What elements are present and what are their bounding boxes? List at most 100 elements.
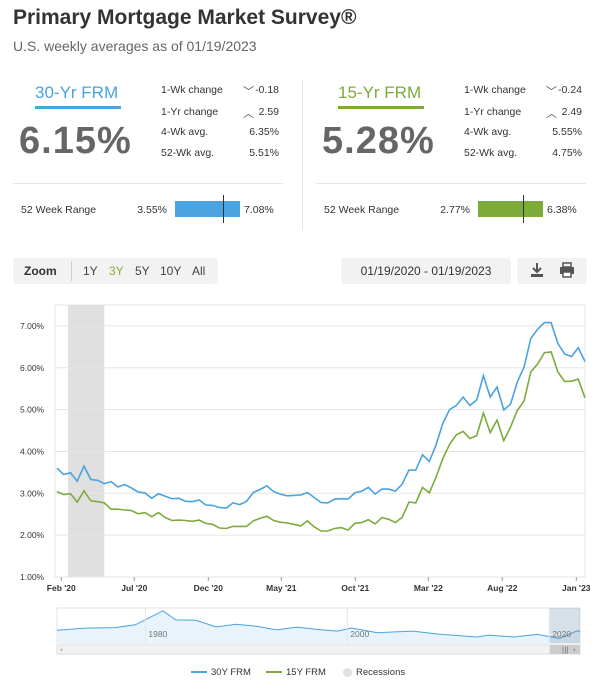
- stat-row-4wk: 4-Wk avg. 6.35%: [161, 126, 281, 146]
- scrollbar-track: [56, 644, 581, 655]
- x-tick-label: Oct '21: [341, 583, 369, 593]
- arrow-up-icon: ︿: [243, 108, 254, 120]
- stat-value: 6.35%: [249, 126, 279, 138]
- stat-row-1wk: 1-Wk change ﹀ -0.24: [464, 84, 584, 104]
- navigator-label: 2020: [552, 629, 571, 639]
- x-tick-label: Jul '20: [121, 583, 147, 593]
- x-tick-label: Aug '22: [487, 583, 518, 593]
- legend-item-15y[interactable]: 15Y FRM: [266, 667, 326, 678]
- y-tick-label: 5.00%: [20, 405, 45, 415]
- range-label: 52 Week Range: [21, 204, 97, 216]
- x-tick-label: Mar '22: [414, 583, 443, 593]
- stat-value: -0.18: [255, 84, 279, 96]
- download-icon[interactable]: [530, 262, 544, 281]
- stat-row-4wk: 4-Wk avg. 5.55%: [464, 126, 584, 146]
- navigator-label: 2000: [350, 629, 369, 639]
- rate-value: 5.28%: [322, 120, 435, 162]
- x-tick-label: May '21: [266, 583, 297, 593]
- scrollbar-grip-icon: |||: [562, 646, 569, 654]
- zoom-10y-button[interactable]: 10Y: [160, 264, 182, 278]
- arrow-up-icon: ︿: [546, 108, 557, 120]
- stat-label: 1-Yr change: [161, 106, 219, 118]
- x-tick-label: Dec '20: [194, 583, 224, 593]
- divider: [316, 183, 586, 184]
- y-tick-label: 4.00%: [20, 446, 45, 456]
- rate-value: 6.15%: [19, 120, 132, 162]
- y-tick-label: 3.00%: [20, 488, 45, 498]
- series-line-30y: [56, 321, 586, 509]
- x-tick-label: Jan '23: [562, 583, 591, 593]
- stat-value: 5.51%: [249, 147, 279, 159]
- navigator-chart[interactable]: 1980 2000 2020 ‹ › |||: [0, 605, 594, 657]
- range-current-marker: [223, 195, 225, 223]
- zoom-1y-button[interactable]: 1Y: [83, 264, 98, 278]
- range-bar: [478, 201, 543, 217]
- stat-label: 1-Wk change: [464, 84, 526, 96]
- stat-label: 4-Wk avg.: [464, 126, 512, 138]
- range-bar: [175, 201, 240, 217]
- stat-row-1yr: 1-Yr change ︿ 2.59: [161, 106, 281, 126]
- legend-label: Recessions: [356, 667, 406, 678]
- stat-value: 2.59: [258, 106, 279, 118]
- stat-row-1wk: 1-Wk change ﹀ -0.18: [161, 84, 281, 104]
- rate-underline: [35, 106, 121, 109]
- y-tick-label: 6.00%: [20, 363, 45, 373]
- y-tick-label: 2.00%: [20, 530, 45, 540]
- navigator-selection: [549, 608, 580, 643]
- zoom-5y-button[interactable]: 5Y: [135, 264, 150, 278]
- rate-name: 15-Yr FRM: [338, 83, 422, 102]
- zoom-3y-button[interactable]: 3Y: [109, 264, 124, 278]
- plot-area: [54, 304, 586, 578]
- stat-row-52wk: 52-Wk avg. 5.51%: [161, 147, 281, 167]
- legend-label: 15Y FRM: [286, 667, 326, 678]
- legend-label: 30Y FRM: [211, 667, 251, 678]
- stat-label: 1-Yr change: [464, 106, 522, 118]
- stat-label: 1-Wk change: [161, 84, 223, 96]
- stat-row-1yr: 1-Yr change ︿ 2.49: [464, 106, 584, 126]
- panel-30yr: 30-Yr FRM 6.15% 1-Wk change ﹀ -0.18 1-Yr…: [13, 80, 293, 230]
- stat-value: 4.75%: [552, 147, 582, 159]
- legend-item-recessions[interactable]: Recessions: [343, 667, 405, 678]
- range-min: 2.77%: [440, 204, 470, 216]
- legend-swatch-15y: [266, 671, 282, 674]
- stat-value: 2.49: [561, 106, 582, 118]
- x-tick-label: Feb '20: [47, 583, 76, 593]
- rate-name: 30-Yr FRM: [35, 83, 119, 102]
- zoom-toolbar: Zoom 1Y 3Y 5Y 10Y All: [13, 258, 218, 284]
- zoom-label: Zoom: [24, 264, 57, 278]
- arrow-down-icon: ﹀: [243, 86, 254, 98]
- panel-separator: [302, 80, 303, 230]
- chart-legend: 30Y FRM 15Y FRM Recessions: [0, 664, 594, 684]
- scroll-left-icon: ‹: [60, 646, 63, 654]
- range-max: 7.08%: [244, 204, 274, 216]
- range-max: 6.38%: [547, 204, 577, 216]
- stat-row-52wk: 52-Wk avg. 4.75%: [464, 147, 584, 167]
- scrollbar-thumb: [549, 645, 580, 654]
- rate-underline: [338, 106, 424, 109]
- date-range-input[interactable]: 01/19/2020 - 01/19/2023: [341, 258, 511, 284]
- zoom-all-button[interactable]: All: [192, 264, 206, 278]
- navigator-label: 1980: [148, 629, 167, 639]
- stat-label: 52-Wk avg.: [464, 147, 518, 159]
- rate-line-chart[interactable]: 1.00% 2.00% 3.00% 4.00% 5.00% 6.00% 7.00% Feb '…: [0, 295, 594, 600]
- export-toolbar: [517, 258, 587, 284]
- recession-band: [68, 305, 105, 577]
- stat-label: 4-Wk avg.: [161, 126, 209, 138]
- panel-15yr: 15-Yr FRM 5.28% 1-Wk change ﹀ -0.24 1-Yr…: [316, 80, 594, 230]
- zoom-separator: [71, 261, 72, 281]
- stat-value: -0.24: [558, 84, 582, 96]
- divider: [13, 183, 283, 184]
- legend-swatch-30y: [191, 671, 207, 674]
- legend-swatch-recessions: [343, 667, 352, 677]
- arrow-down-icon: ﹀: [546, 86, 557, 98]
- series-line-15y: [56, 351, 586, 532]
- scroll-right-icon: ›: [573, 646, 576, 654]
- stat-value: 5.55%: [552, 126, 582, 138]
- range-current-marker: [522, 195, 524, 223]
- range-label: 52 Week Range: [324, 204, 400, 216]
- y-tick-label: 1.00%: [20, 572, 45, 582]
- page-subtitle: U.S. weekly averages as of 01/19/2023: [13, 38, 257, 54]
- legend-item-30y[interactable]: 30Y FRM: [191, 667, 251, 678]
- print-icon[interactable]: [559, 262, 575, 281]
- y-tick-label: 7.00%: [20, 321, 45, 331]
